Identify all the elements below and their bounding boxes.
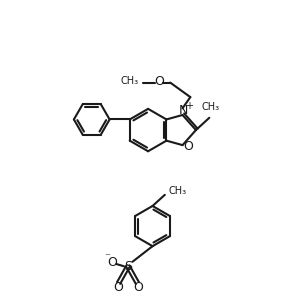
Text: O: O	[107, 256, 117, 270]
Text: CH₃: CH₃	[120, 76, 138, 87]
Text: N: N	[178, 103, 188, 117]
Text: CH₃: CH₃	[169, 186, 187, 196]
Text: O: O	[154, 75, 164, 88]
Text: S: S	[124, 260, 132, 273]
Text: O: O	[133, 282, 143, 294]
Text: +: +	[185, 102, 193, 111]
Text: ⁻: ⁻	[105, 252, 110, 262]
Text: O: O	[114, 282, 123, 294]
Text: CH₃: CH₃	[201, 102, 219, 111]
Text: O: O	[183, 140, 193, 153]
